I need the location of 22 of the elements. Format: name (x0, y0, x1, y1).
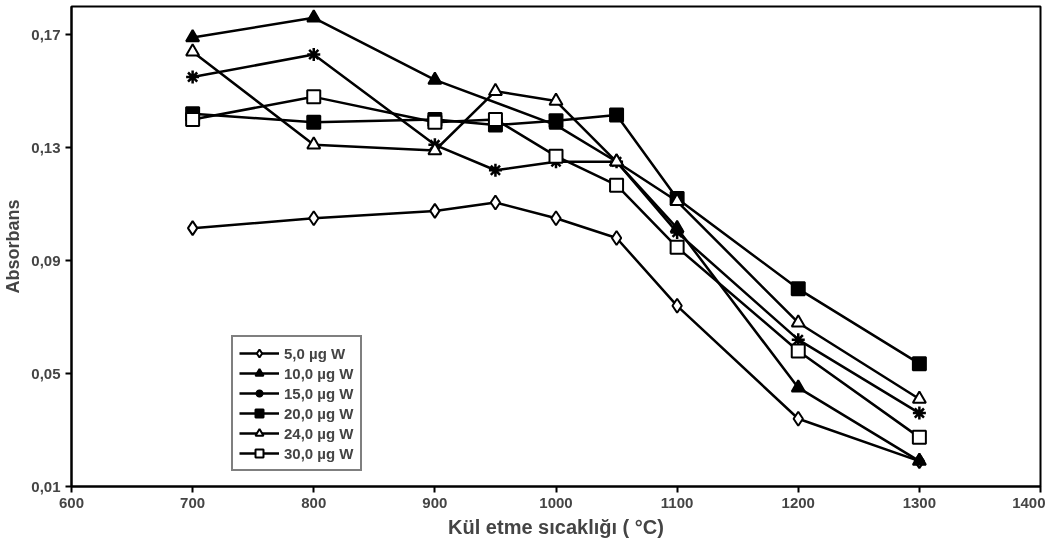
y-tick-label: 0,09 (31, 251, 61, 269)
y-tick-label: 0,17 (31, 25, 61, 43)
x-tick-label: 600 (58, 493, 85, 511)
x-tick-label: 1400 (1012, 493, 1046, 511)
x-axis-title: Kül etme sıcaklığı ( °C) (448, 515, 664, 538)
legend-label: 10,0 µg W (284, 364, 354, 382)
x-tick-label: 1300 (902, 493, 937, 511)
x-tick-label: 1000 (539, 493, 573, 511)
y-tick-label: 0,13 (31, 138, 61, 156)
x-tick-label: 700 (180, 493, 206, 511)
y-axis-title: Absorbans (3, 199, 24, 294)
legend-label: 20,0 µg W (284, 404, 354, 422)
legend-label: 30,0 µg W (284, 444, 354, 462)
x-tick-label: 1100 (660, 493, 694, 511)
x-tick-label: 900 (422, 493, 448, 511)
x-tick-label: 1200 (781, 493, 815, 511)
x-tick-label: 800 (301, 493, 327, 511)
legend-label: 5,0 µg W (284, 344, 346, 362)
legend-label: 24,0 µg W (284, 424, 354, 442)
legend-label: 15,0 µg W (284, 384, 354, 402)
y-tick-label: 0,01 (31, 477, 61, 495)
y-tick-label: 0,05 (31, 364, 61, 382)
